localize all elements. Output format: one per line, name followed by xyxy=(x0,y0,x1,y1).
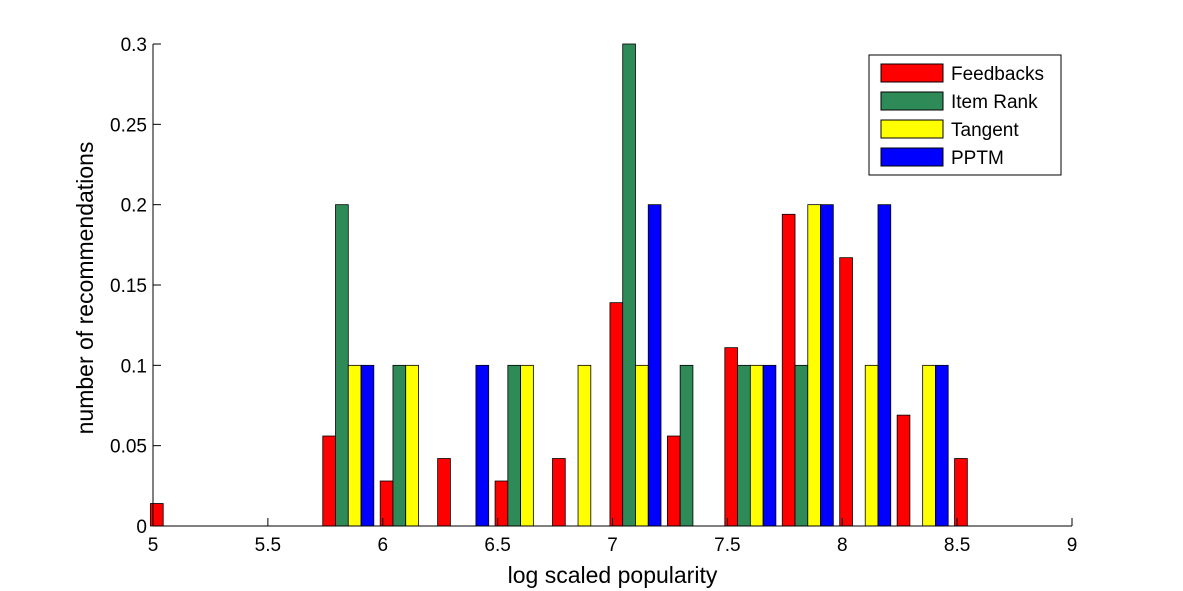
bar-pptm xyxy=(820,204,834,527)
x-tick-label: 5.5 xyxy=(255,535,281,556)
bar-item-rank xyxy=(507,364,522,527)
bar-pptm xyxy=(360,364,375,527)
bar-feedbacks xyxy=(437,458,451,527)
legend-swatch-feedbacks xyxy=(880,63,944,83)
bar-tangent xyxy=(864,364,879,527)
bar-feedbacks xyxy=(322,435,336,527)
y-tick-label: 0.3 xyxy=(121,35,147,56)
bar-pptm xyxy=(647,204,662,527)
bar-tangent xyxy=(749,364,764,527)
bar-tangent xyxy=(577,364,592,527)
bar-item-rank xyxy=(737,364,751,527)
y-axis-label: number of recommendations xyxy=(72,142,98,435)
x-tick-label: 6 xyxy=(377,535,388,556)
bar-pptm xyxy=(762,364,777,527)
bar-feedbacks xyxy=(666,435,681,527)
bar-feedbacks xyxy=(552,458,566,527)
bar-item-rank xyxy=(679,364,694,527)
legend-swatch-item-rank xyxy=(880,91,944,111)
bar-tangent xyxy=(520,364,534,527)
bar-tangent xyxy=(922,364,936,527)
y-tick-label: 0 xyxy=(136,517,147,538)
bar-pptm xyxy=(935,364,949,527)
bar-feedbacks xyxy=(724,347,738,527)
legend-label-pptm: PPTM xyxy=(951,148,1004,169)
bar-item-rank xyxy=(622,43,636,527)
bars-group xyxy=(150,43,968,527)
bar-feedbacks xyxy=(609,302,624,527)
y-tick-label: 0.2 xyxy=(121,196,147,217)
bar-feedbacks xyxy=(896,414,911,527)
x-tick-label: 5 xyxy=(148,535,159,556)
y-tick-label: 0.15 xyxy=(110,276,147,297)
bar-tangent xyxy=(347,364,362,527)
x-tick-label: 9 xyxy=(1067,535,1078,556)
bar-feedbacks xyxy=(379,480,394,527)
axes-group: 5 5.5 6 6.5 7 7.5 8 8.5 9 0 0.05 0.1 0.15 0.2 0.25 0.3 xyxy=(110,35,1077,556)
bar-pptm xyxy=(877,204,892,527)
y-tick-label: 0.25 xyxy=(110,115,147,136)
bar-item-rank xyxy=(335,204,349,527)
bar-feedbacks xyxy=(954,458,968,527)
y-tick-label: 0.1 xyxy=(121,356,147,377)
bar-pptm xyxy=(475,364,490,527)
x-tick-label: 8 xyxy=(837,535,848,556)
y-tick-label: 0.05 xyxy=(110,437,147,458)
legend: Feedbacks Item Rank Tangent PPTM xyxy=(868,54,1062,176)
bar-tangent xyxy=(635,364,649,527)
legend-label-feedbacks: Feedbacks xyxy=(951,64,1044,85)
bar-tangent xyxy=(807,204,821,527)
x-tick-label: 7 xyxy=(607,535,618,556)
legend-swatch-pptm xyxy=(880,147,944,167)
bar-feedbacks xyxy=(150,503,164,527)
x-tick-label: 7.5 xyxy=(714,535,740,556)
legend-swatch-tangent xyxy=(880,119,944,139)
legend-label-item-rank: Item Rank xyxy=(951,92,1038,113)
x-tick-label: 6.5 xyxy=(484,535,510,556)
bar-item-rank xyxy=(392,364,407,527)
x-tick-label: 8.5 xyxy=(944,535,970,556)
bar-feedbacks xyxy=(494,480,509,527)
x-axis-label: log scaled popularity xyxy=(508,562,718,588)
bar-feedbacks xyxy=(839,257,853,527)
bar-feedbacks xyxy=(781,213,796,527)
bar-tangent xyxy=(405,364,419,527)
legend-label-tangent: Tangent xyxy=(951,120,1019,141)
bar-item-rank xyxy=(794,364,809,527)
